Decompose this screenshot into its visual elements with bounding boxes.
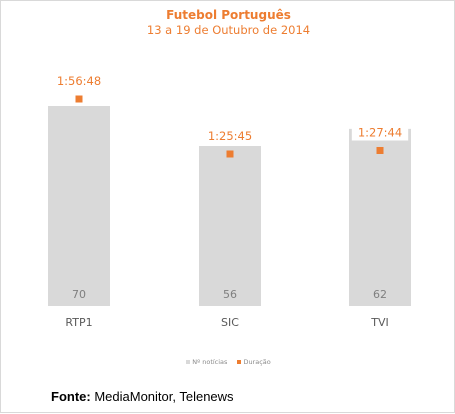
- source-note: Fonte: MediaMonitor, Telenews: [51, 389, 234, 404]
- category-label-tvi: TVI: [370, 316, 389, 329]
- bar-value-label-rtp1: 70: [72, 288, 86, 301]
- bar-value-label-tvi: 62: [373, 288, 387, 301]
- duration-label-rtp1: 1:56:48: [57, 74, 101, 88]
- duration-label-bg-sic: [201, 129, 259, 144]
- source-text: MediaMonitor, Telenews: [90, 389, 234, 404]
- legend-item-noticias: Nº notícias: [186, 358, 227, 366]
- legend-swatch-duracao: [237, 360, 242, 364]
- category-label-rtp1: RTP1: [65, 316, 92, 329]
- bar-rtp1: [48, 106, 110, 306]
- duration-label-bg-rtp1: [50, 74, 108, 89]
- duration-label-tvi: 1:27:44: [358, 125, 402, 139]
- duration-marker-rtp1: [75, 95, 83, 103]
- bar-tvi: [349, 128, 411, 306]
- chart-legend: Nº notícias Duração: [1, 358, 455, 366]
- bar-value-label-sic: 56: [223, 288, 237, 301]
- duration-marker-sic: [226, 150, 234, 158]
- duration-label-bg-tvi: [351, 125, 409, 141]
- legend-swatch-noticias: [186, 360, 191, 364]
- source-label: Fonte:: [51, 389, 91, 404]
- bar-sic: [199, 146, 261, 306]
- duration-marker-tvi: [376, 146, 384, 154]
- legend-item-duracao: Duração: [237, 358, 271, 366]
- legend-label-duracao: Duração: [243, 358, 271, 366]
- legend-label-noticias: Nº notícias: [192, 358, 228, 366]
- chart-subtitle: 13 a 19 de Outubro de 2014: [146, 23, 311, 37]
- category-label-sic: SIC: [221, 316, 239, 329]
- duration-label-sic: 1:25:45: [208, 129, 252, 143]
- chart-title: Futebol Português: [166, 8, 291, 22]
